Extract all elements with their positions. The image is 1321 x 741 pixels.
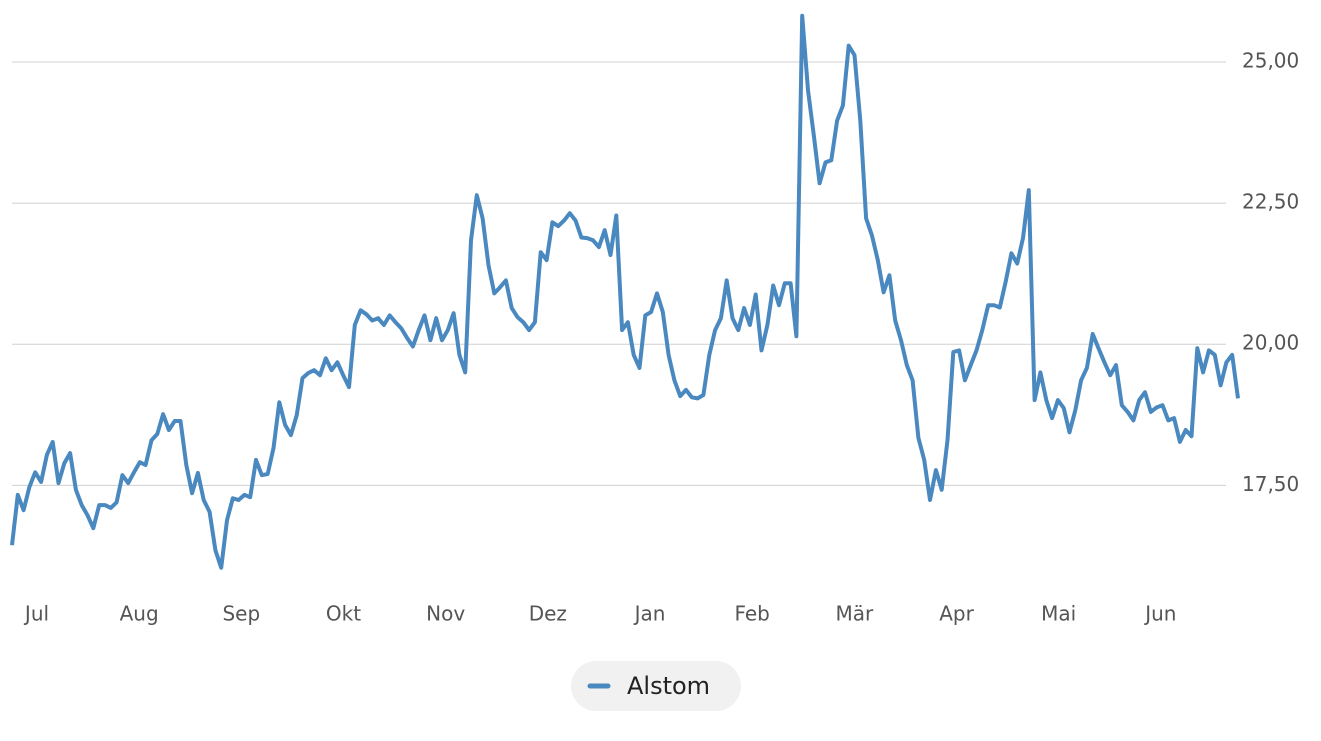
x-tick-label: Dez [529,602,567,626]
y-tick-label: 25,00 [1242,48,1299,72]
legend-label[interactable]: Alstom [627,672,710,700]
y-tick-label: 17,50 [1242,472,1299,496]
x-tick-label: Jun [1143,602,1176,626]
x-tick-label: Okt [326,602,361,626]
y-tick-label: 20,00 [1242,331,1299,355]
x-tick-label: Mär [835,602,874,626]
x-tick-label: Nov [426,602,465,626]
x-tick-label: Feb [734,602,769,626]
price-line [10,13,1240,570]
y-tick-label: 22,50 [1242,190,1299,214]
x-tick-label: Jul [23,602,49,626]
legend-background [571,661,741,711]
x-tick-label: Jan [633,602,666,626]
x-tick-label: Sep [222,602,260,626]
x-tick-label: Mai [1041,602,1076,626]
x-tick-label: Aug [120,602,159,626]
x-tick-label: Apr [939,602,974,626]
